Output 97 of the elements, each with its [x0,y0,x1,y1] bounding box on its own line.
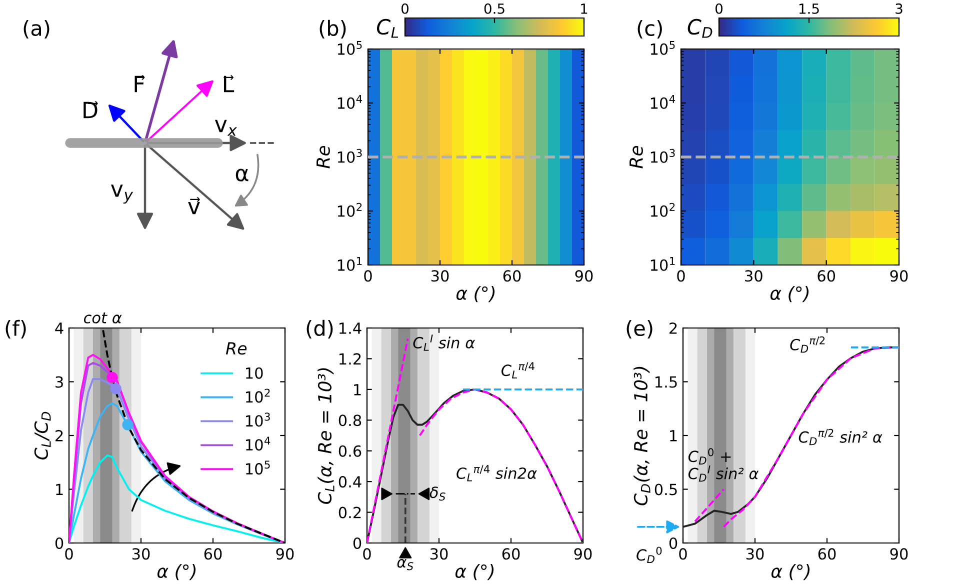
y-tick-label: 3 [56,376,63,388]
color-bar-title: C$_{L}$ [376,18,398,38]
y-tick-label: 10$^{5}$ [338,41,362,55]
y-tick-label: 10$^{1}$ [338,257,362,271]
y-axis-title: C$_{D}$(α, Re = 10³) [634,366,650,506]
y-tick-label: 1.2 [340,353,361,365]
x-axis-title: α (°) [157,564,196,580]
x-tick-label: 0 [677,270,685,282]
y-tick-label: 0.5 [654,484,677,496]
text: v$_{x}$ [214,120,238,136]
x-tick-label: 30 [430,548,448,560]
x-tick-label: 60 [502,548,520,560]
annotation: C$_{D}$$^{I}$ sin² α [688,465,759,482]
y-tick-label: 0 [353,537,362,550]
line-series [418,388,583,543]
color-bar-label: 0 [715,3,722,14]
x-tick-label: 90 [575,270,593,282]
y-axis-title: C$_{L}$(α, Re = 10³) [318,368,334,504]
text: v⃗ [188,197,200,214]
chart-title: (b) [320,20,346,38]
x-tick-label: 60 [204,548,222,560]
chart-title: (e) [626,320,652,338]
color-bar-label: 1.5 [799,4,819,14]
text: C$_{D}$$^{0}$ [636,546,662,564]
text: cot α [84,312,122,324]
x-tick-label: 30 [132,548,150,560]
legend-label: 10$^{4}$ [246,436,270,451]
y-axis-title: C$_{L}$/C$_{D}$ [34,412,51,460]
text: α$_{S}$ [397,558,414,570]
text: L⃗ [224,75,234,92]
text: D⃗ [84,101,98,118]
chart-title: (c) [638,20,662,38]
legend-label: 10 [246,367,263,379]
text: F⃗ [134,75,145,92]
x-tick-label: 0 [364,270,372,282]
legend-label: 10$^{5}$ [246,460,270,475]
legend-label: 10$^{2}$ [246,388,270,403]
y-tick-label: 4 [55,322,64,334]
x-tick-label: 0 [65,548,73,560]
y-tick-label: 10$^{1}$ [650,257,675,271]
annotation: C$_{D}$$^{π/2}$ sin² α [798,428,882,446]
y-tick-label: 0.6 [338,445,362,457]
y-tick-label: 10$^{3}$ [338,148,362,163]
text: α [236,168,248,182]
annotation: C$_{L}$$^{π/4}$ sin2α [456,465,537,482]
y-tick-label: 1.5 [656,376,677,388]
y-axis-title: Re [630,146,643,168]
color-bar-label: 0.5 [484,3,504,14]
color-bar-label: 3 [896,3,902,14]
x-tick-label: 90 [276,548,294,560]
y-tick-label: 10$^{2}$ [338,202,362,217]
chart-title: (f) [6,320,26,338]
annotation: δ$_{S}$ [430,486,446,501]
x-axis-title: α (°) [455,564,494,580]
text: (a) [24,20,50,38]
y-tick-label: 0.8 [338,414,362,426]
legend-title: Re [226,342,247,355]
annotation: C$_{D}$$^{π/2}$ [790,336,825,353]
x-tick-label: 90 [890,548,908,560]
y-tick-label: 10$^{2}$ [650,202,675,217]
y-tick-label: 1 [670,430,677,442]
annotation: C$_{L}$$^{I}$ sin α [413,334,475,351]
x-tick-label: 30 [745,270,762,282]
color-bar-label: 1 [581,4,588,14]
color-bar-title: C$_{D}$ [688,18,712,38]
y-tick-label: 10$^{5}$ [650,41,675,55]
y-tick-label: 10$^{3}$ [650,148,675,163]
x-tick-label: 30 [431,270,449,282]
x-tick-label: 0 [363,548,371,560]
annotation: C$_{D}$$^{0}$ + [688,448,731,464]
y-axis-title: Re [316,146,330,168]
y-tick-label: 1 [56,484,63,496]
y-tick-label: 0 [55,537,64,550]
x-axis-title: α (°) [456,286,495,302]
x-tick-label: 60 [818,270,836,282]
y-tick-label: 1 [354,384,361,396]
x-tick-label: 0 [679,548,687,560]
y-tick-label: 10$^{4}$ [650,95,676,109]
text: v$_{y}$ [110,184,134,204]
x-tick-label: 90 [890,270,908,282]
x-tick-label: 30 [746,548,764,560]
x-tick-label: 60 [818,548,836,560]
y-tick-label: 10$^{4}$ [338,95,362,109]
y-tick-label: 2 [56,430,63,442]
x-tick-label: 90 [574,548,592,560]
x-axis-title: α (°) [771,564,810,580]
y-tick-label: 0.2 [338,506,361,518]
chart-title: (d) [306,320,333,338]
annotation: C$_{L}$$^{π/4}$ [502,362,534,378]
y-tick-label: 2 [670,322,677,334]
y-tick-label: 0 [669,537,678,550]
x-tick-label: 60 [503,270,521,282]
y-tick-label: 0.4 [338,476,362,488]
legend-label: 10$^{3}$ [246,412,270,427]
color-bar-label: 0 [401,3,408,14]
x-axis-title: α (°) [770,286,809,302]
y-tick-label: 1.4 [340,322,362,334]
